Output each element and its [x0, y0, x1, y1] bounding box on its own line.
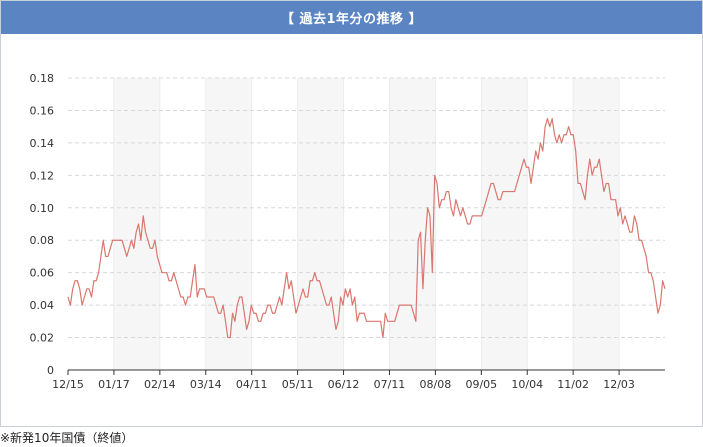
- y-tick-label: 0.16: [30, 104, 55, 117]
- y-tick-label: 0.04: [30, 299, 55, 312]
- x-tick-label: 12/03: [603, 378, 635, 391]
- plot-band: [205, 78, 252, 370]
- x-tick-label: 10/04: [511, 378, 543, 391]
- x-tick-label: 07/11: [374, 378, 406, 391]
- plot-bands: [113, 78, 620, 370]
- y-tick-label: 0.02: [30, 332, 55, 345]
- y-tick-label: 0.08: [30, 234, 55, 247]
- x-tick-label: 05/11: [282, 378, 314, 391]
- series-line: [67, 117, 666, 339]
- plot-band: [113, 78, 160, 370]
- plot-band: [481, 78, 528, 370]
- chart-panel: 【 過去1年分の推移 】 0 0.02 0.04 0.06 0.08 0.10 0.12 0.…: [0, 0, 703, 427]
- x-tick-label: 12/15: [52, 378, 84, 391]
- line-chart: 0 0.02 0.04 0.06 0.08 0.10 0.12 0.14 0.16 0.18 12…: [30, 72, 666, 391]
- y-tick-label: 0: [47, 364, 54, 377]
- x-tick-label: 08/08: [420, 378, 452, 391]
- plot-band: [573, 78, 620, 370]
- footnote: ※新発10年国債（終値）: [0, 431, 134, 445]
- series-group: [67, 117, 666, 339]
- x-tick-label: 11/02: [557, 378, 589, 391]
- x-tick-label: 04/11: [236, 378, 268, 391]
- x-tick-label: 09/05: [465, 378, 497, 391]
- plot-band: [297, 78, 344, 370]
- y-tick-label: 0.06: [30, 267, 55, 280]
- y-axis: 0 0.02 0.04 0.06 0.08 0.10 0.12 0.14 0.16 0.18: [30, 72, 55, 377]
- y-tick-label: 0.18: [30, 72, 55, 85]
- x-tick-label: 03/14: [190, 378, 222, 391]
- chart-title: 【 過去1年分の推移 】: [1, 1, 702, 34]
- x-tick-label: 02/14: [144, 378, 176, 391]
- y-tick-label: 0.14: [30, 137, 55, 150]
- x-tick-label: 01/17: [98, 378, 130, 391]
- grid-lines: [68, 77, 665, 370]
- x-axis: 12/15 01/17 02/14 03/14 04/11 05/11 06/12 07/11…: [52, 370, 635, 391]
- x-tick-label: 06/12: [328, 378, 360, 391]
- plot-band: [389, 78, 436, 370]
- y-tick-label: 0.10: [30, 202, 55, 215]
- y-tick-label: 0.12: [30, 169, 55, 182]
